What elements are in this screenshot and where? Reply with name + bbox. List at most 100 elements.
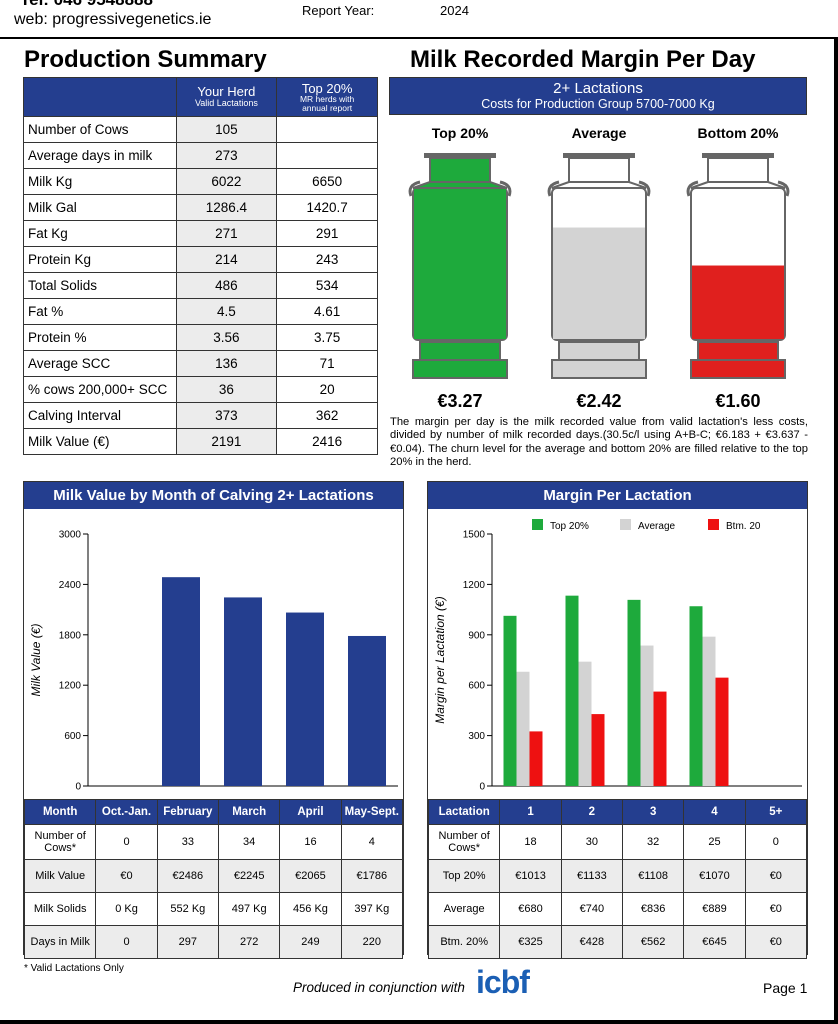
ps-cell-label: Milk Gal: [23, 194, 177, 221]
ps-cell-top: 2416: [276, 428, 378, 455]
lactation-table: Lactation 1 2 3 4 5+ Number of Cows* 18 30 32 25 0 T…: [427, 799, 808, 959]
churn-neck: [707, 157, 769, 183]
ps-cell-top: [276, 142, 378, 169]
ps-cell-top: 534: [276, 272, 378, 299]
ps-cell-top: 291: [276, 220, 378, 247]
milk-value-chart: 0 600 1200 1800 2400 3000 Milk Value (€): [29, 530, 398, 793]
ps-row: Milk Kg 6022 6650: [23, 168, 378, 195]
production-summary-table: Your Herd Valid Lactations Top 20% MR he…: [23, 77, 378, 455]
ps-cell-label: Average days in milk: [23, 142, 177, 169]
margin-per-day-title: Milk Recorded Margin Per Day: [410, 46, 756, 73]
table-cell: €428: [560, 925, 624, 959]
table-header-cell: Month: [23, 799, 97, 825]
churn-handle-left: [686, 180, 699, 197]
bar-1: [578, 661, 592, 786]
margin-per-day-banner: 2+ Lactations Costs for Production Group…: [389, 77, 807, 115]
table-cell: 0: [95, 824, 158, 860]
churn-base-ring: [697, 341, 779, 361]
ps-row: Milk Gal 1286.4 1420.7: [23, 194, 378, 221]
bar-0: [627, 599, 641, 786]
legend-swatch: [708, 519, 719, 530]
churn-handle-right: [777, 180, 790, 197]
margin-note: The margin per day is the milk recorded …: [390, 416, 808, 469]
ps-cell-label: Number of Cows: [23, 116, 177, 143]
table-cell: 18: [499, 824, 562, 860]
table-cell: €889: [683, 892, 746, 926]
table-row: Number of Cows* 0 33 34 16 4: [23, 824, 404, 860]
ps-row: Fat % 4.5 4.61: [23, 298, 378, 325]
churn-lid: [424, 153, 496, 158]
produced-text: Produced in conjunction with: [293, 980, 465, 995]
table-cell: 0: [95, 925, 158, 959]
ps-header-herd-sub: Valid Lactations: [194, 98, 258, 109]
churn-value: €1.60: [715, 391, 760, 411]
churn-neck: [568, 157, 630, 183]
ps-cell-top: 1420.7: [276, 194, 378, 221]
ps-cell-top: 243: [276, 246, 378, 273]
table-cell: 34: [217, 824, 281, 860]
churn-shoulder: [412, 181, 508, 189]
ps-cell-top: 20: [276, 376, 378, 403]
churn-value: €3.27: [437, 391, 482, 411]
legend-label: Average: [638, 521, 676, 532]
churn-handle-left: [547, 180, 560, 197]
table-cell: €2065: [279, 859, 342, 893]
ps-header-top: Top 20% MR herds with annual report: [276, 77, 378, 117]
table-cell: €2245: [217, 859, 281, 893]
table-header-cell: 2: [560, 799, 624, 825]
ps-cell-herd: 271: [175, 220, 278, 247]
table-header-cell: 3: [621, 799, 685, 825]
header-web: web: progressivegenetics.ie: [14, 11, 212, 28]
ps-row: Average SCC 136 71: [23, 350, 378, 377]
ps-row: Fat Kg 271 291: [23, 220, 378, 247]
ps-row: Average days in milk 273: [23, 142, 378, 169]
bar-2: [715, 677, 729, 786]
margin-lactation-chart-title: Margin Per Lactation: [428, 482, 807, 509]
ps-cell-top: 71: [276, 350, 378, 377]
table-cell: €0: [95, 859, 158, 893]
table-header-row: Lactation 1 2 3 4 5+: [427, 799, 808, 825]
table-cell: €325: [499, 925, 562, 959]
ps-row: % cows 200,000+ SCC 36 20: [23, 376, 378, 403]
table-cell: €2486: [156, 859, 220, 893]
ps-cell-herd: 136: [175, 350, 278, 377]
report-year-label: Report Year:: [302, 3, 375, 18]
bar: [286, 612, 324, 786]
table-cell: Days in Milk: [23, 925, 97, 959]
table-header-cell: March: [217, 799, 281, 825]
ps-cell-label: Average SCC: [23, 350, 177, 377]
table-header-cell: 4: [683, 799, 746, 825]
bar-1: [640, 645, 654, 786]
table-cell: €0: [744, 859, 808, 893]
y-tick-label: 2400: [59, 580, 82, 591]
ps-cell-herd: 4.5: [175, 298, 278, 325]
table-row: Milk Value €0 €2486 €2245 €2065 €1786: [23, 859, 404, 893]
table-cell: 32: [621, 824, 685, 860]
table-header-cell: Lactation: [427, 799, 501, 825]
churn-neck: [429, 157, 491, 183]
table-cell: 30: [560, 824, 624, 860]
churns-area: Top 20% €3.27 Average €2.42 Bottom 20% €1.60: [389, 120, 807, 415]
churn: Average €2.42: [547, 125, 651, 411]
table-cell: €1013: [499, 859, 562, 893]
table-cell: €740: [560, 892, 624, 926]
churn-lid: [702, 153, 774, 158]
churn-handle-right: [638, 180, 651, 197]
churn-lid: [563, 153, 635, 158]
churn-label: Top 20%: [432, 125, 489, 141]
y-axis-label: Margin per Lactation (€): [433, 596, 447, 723]
table-cell: €0: [744, 892, 808, 926]
table-cell: 0: [744, 824, 808, 860]
table-cell: Average: [427, 892, 501, 926]
header-tel: Tel: 046 9548888: [20, 0, 153, 10]
churn-base: [412, 359, 508, 379]
table-header-cell: 5+: [744, 799, 808, 825]
ps-cell-top: [276, 116, 378, 143]
table-header-cell: April: [279, 799, 342, 825]
header-divider: [0, 37, 838, 39]
y-tick-label: 1500: [463, 530, 486, 541]
y-tick-label: 0: [479, 782, 485, 793]
table-cell: €836: [621, 892, 685, 926]
ps-cell-top: 6650: [276, 168, 378, 195]
churn-shoulder: [551, 181, 647, 189]
